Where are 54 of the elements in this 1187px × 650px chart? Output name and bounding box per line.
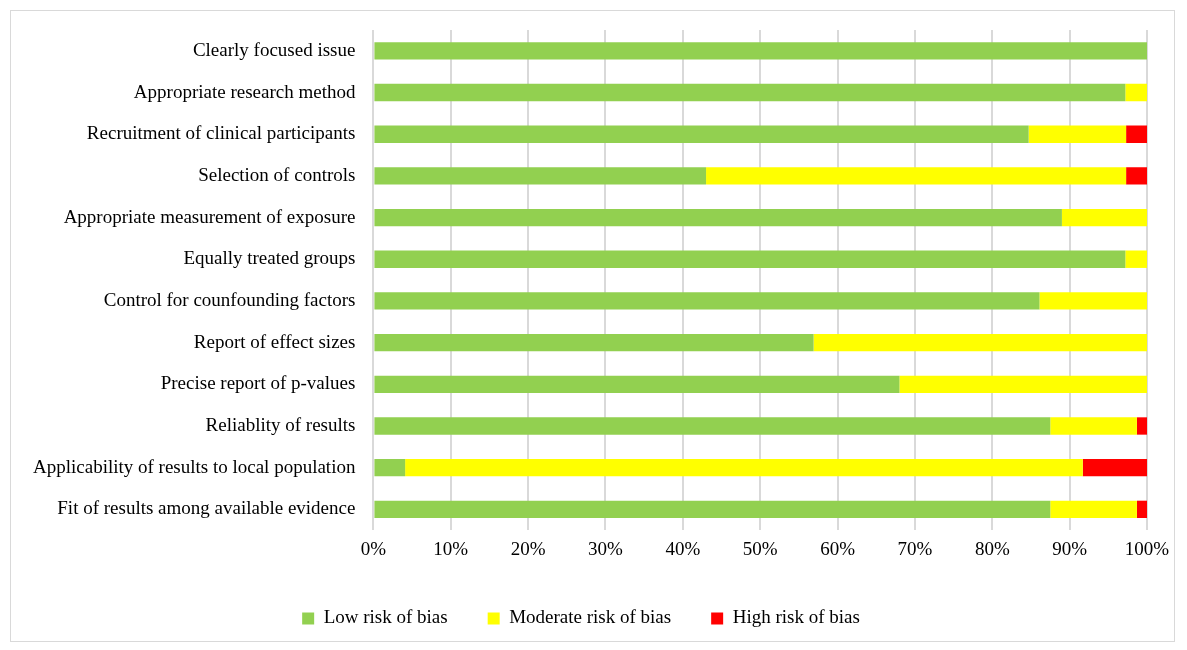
bar (374, 333, 814, 352)
x-tick-label: 90% (1052, 537, 1088, 559)
legend-label: Moderate risk of bias (509, 606, 672, 628)
x-tick-label: 80% (974, 537, 1010, 559)
bar (899, 375, 1147, 393)
legend-label: Low risk of bias (323, 606, 448, 628)
bar (1050, 500, 1137, 519)
legend-label: High risk of bias (732, 606, 860, 628)
x-tick-label: 50% (742, 537, 778, 559)
y-tick-label: Precise report of p-values (160, 372, 356, 394)
y-tick-label: Equally treated groups (183, 247, 356, 269)
y-tick-label: Report of effect sizes (193, 330, 356, 352)
y-tick-label: Clearly focused issue (192, 38, 356, 60)
bar (1136, 500, 1147, 519)
bar (1028, 125, 1127, 143)
x-tick-label: 40% (665, 537, 701, 559)
x-tick-label: 0% (360, 537, 387, 559)
bar (1125, 83, 1147, 102)
y-tick-label: Appropriate measurement of exposure (63, 205, 356, 227)
y-tick-label: Fit of results among available evidence (57, 497, 356, 519)
bar (374, 125, 1029, 143)
bar (1082, 459, 1147, 477)
y-tick-label: Control for counfounding factors (103, 288, 356, 310)
bar (1039, 292, 1147, 310)
y-tick-label: Selection of controls (198, 163, 356, 185)
bar (1126, 167, 1147, 185)
x-tick-label: 30% (588, 537, 624, 559)
bar (374, 375, 900, 393)
x-tick-label: 100% (1124, 537, 1170, 559)
bar (374, 42, 1147, 60)
x-tick-label: 10% (433, 537, 469, 559)
x-tick-label: 70% (897, 537, 933, 559)
bar (813, 333, 1147, 352)
bar (1050, 417, 1137, 435)
bar (374, 83, 1126, 102)
bar (1061, 208, 1147, 227)
bar (374, 459, 406, 477)
bar (706, 167, 1127, 185)
bar (374, 250, 1126, 268)
y-tick-label: Recruitment of clinical participants (86, 122, 356, 144)
bar (374, 208, 1062, 227)
y-tick-label: Appropriate research method (133, 80, 356, 102)
bar (374, 500, 1051, 519)
bar (405, 459, 1083, 477)
bar (374, 292, 1040, 310)
x-tick-label: 60% (820, 537, 856, 559)
bar (1125, 250, 1147, 268)
x-tick-label: 20% (510, 537, 546, 559)
bar (1126, 125, 1147, 143)
bar (374, 417, 1051, 435)
y-tick-label: Applicability of results to local population (32, 455, 356, 477)
bar (374, 167, 707, 185)
bar (1136, 417, 1147, 435)
y-tick-label: Reliablity of results (205, 413, 356, 435)
